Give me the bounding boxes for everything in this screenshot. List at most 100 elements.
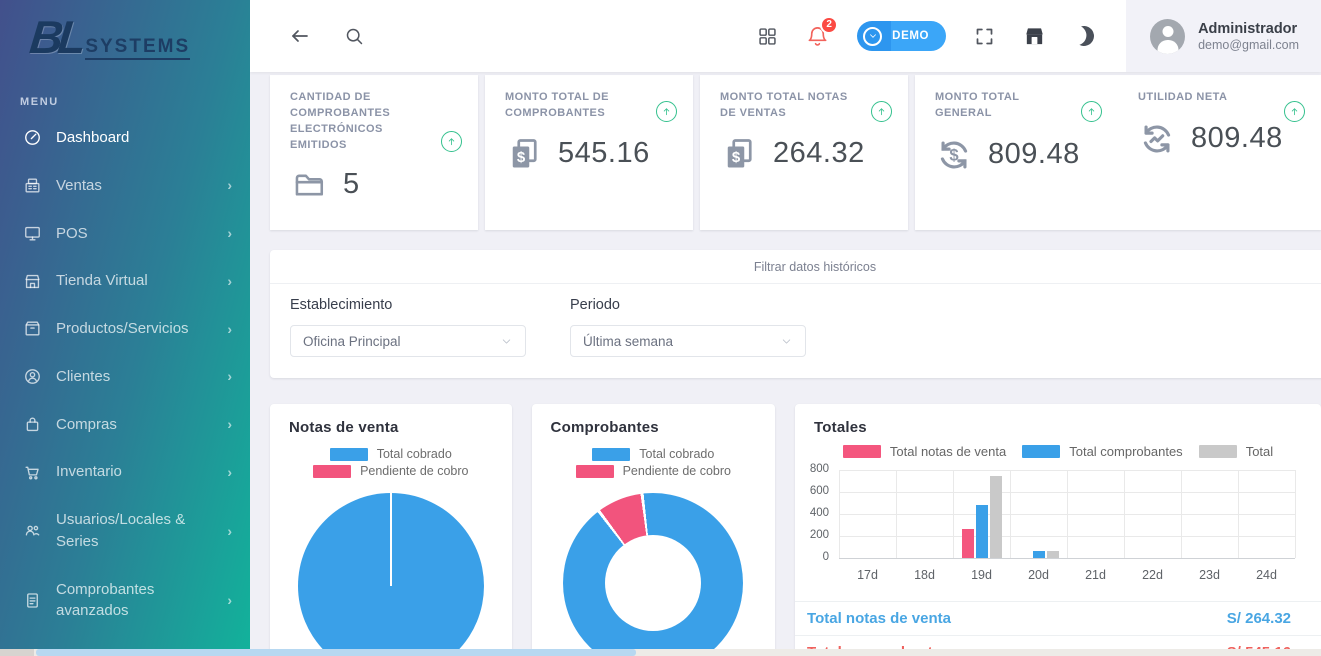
sidebar-item-usuarios-locales-series[interactable]: Usuarios/Locales & Series › [0,496,250,566]
legend-item[interactable]: Total cobrado [532,447,776,461]
filter-field-label: Periodo [570,297,620,313]
legend-swatch [592,447,631,461]
bar-chart-plot-area [839,470,1297,559]
legend-label: Total cobrado [376,447,452,461]
filter-field-establecimiento: Establecimiento Oficina Principal [290,297,526,357]
stat-card-title: MONTO TOTAL GENERAL [935,91,1020,119]
gridline [953,470,955,558]
legend-swatch [842,445,881,458]
establecimiento-select[interactable]: Oficina Principal [290,325,526,357]
x-axis-tick: 24d [1256,568,1277,582]
stat-card-4: MONTO TOTAL GENERAL $809.48 [915,75,1118,230]
sidebar-item-label: Usuarios/Locales & Series [56,511,186,550]
svg-text:$: $ [732,149,741,166]
register-icon [22,176,42,196]
users-icon [22,521,42,541]
fullscreen-icon[interactable] [974,26,995,47]
x-axis-tick: 21d [1085,568,1106,582]
stat-card-title: MONTO TOTAL DE COMPROBANTES [505,91,609,119]
sidebar-item-label: Inventario [56,463,122,481]
bar-group-19d [953,470,1010,558]
sidebar-item-label: Tienda Virtual [56,272,148,290]
gridline [1010,470,1012,558]
brand-logo[interactable]: BL SYSTEMS [0,0,250,74]
legend-label: Total notas de venta [889,444,1007,459]
x-axis-tick: 20d [1028,568,1049,582]
sidebar-item-compras[interactable]: Compras › [0,401,250,449]
invoice-icon: $ [720,136,758,172]
demo-button-label: DEMO [892,30,930,42]
stats-row: CANTIDAD DE COMPROBANTES ELECTRÓNICOS EM… [270,75,1321,230]
demo-chevron-circle-icon [863,26,883,46]
legend-item[interactable]: Total [1198,444,1273,459]
user-avatar [1150,18,1186,54]
bar-group-18d [896,470,953,558]
sidebar-item-label: Ventas [56,176,102,194]
y-axis-tick: 400 [809,507,830,519]
sidebar-item-tienda-virtual[interactable]: Tienda Virtual › [0,257,250,305]
gridline [1181,470,1183,558]
search-button[interactable] [344,26,365,47]
sidebar-item-ventas[interactable]: Ventas › [0,162,250,210]
chevron-right-icon: › [227,272,232,289]
store-icon[interactable] [1023,25,1046,48]
legend-item[interactable]: Pendiente de cobro [270,464,512,478]
periodo-select[interactable]: Última semana [570,325,806,357]
legend-swatch [1022,445,1061,458]
legend-swatch [1198,445,1237,458]
bar-group-22d [1124,470,1181,558]
legend-item[interactable]: Pendiente de cobro [532,464,776,478]
stat-value-row: $809.48 [935,136,1102,174]
brand-logo-primary: BL [27,11,85,63]
stat-card-3: MONTO TOTAL NOTAS DE VENTAS $264.32 [700,75,908,230]
gridline [1067,470,1069,558]
x-axis-tick: 23d [1199,568,1220,582]
select-value: Última semana [583,333,674,349]
arrow-up-circle-icon [656,101,677,122]
apps-grid-icon[interactable] [757,26,778,47]
legend-label: Total comprobantes [1069,444,1183,459]
filter-card-title: Filtrar datos históricos [270,250,1321,284]
select-value: Oficina Principal [303,333,401,349]
dark-mode-moon-icon[interactable] [1074,26,1094,46]
legend-label: Total cobrado [639,447,715,461]
charts-row: Notas de venta Total cobrado Pendiente de… [270,404,1321,656]
comprobantes-chart-title: Comprobantes [550,419,659,436]
sidebar-item-dashboard[interactable]: Dashboard [0,114,250,162]
stat-card-title: CANTIDAD DE COMPROBANTES ELECTRÓNICOS EM… [290,91,391,151]
stat-card-title: UTILIDAD NETA [1138,91,1228,103]
demo-button[interactable]: DEMO [857,21,947,51]
chevron-right-icon: › [227,177,232,194]
bar [1046,551,1059,558]
sidebar-item-clientes[interactable]: Clientes › [0,353,250,401]
legend-label: Pendiente de cobro [622,464,731,478]
stat-block: MONTO TOTAL NOTAS DE VENTAS $264.32 [700,75,908,230]
chevron-down-icon [780,335,793,348]
user-menu[interactable]: Administrador demo@gmail.com [1126,0,1321,72]
stat-value-row: $545.16 [505,136,677,172]
arrow-up-circle-icon [1284,101,1305,122]
horizontal-scrollbar[interactable] [0,649,1321,656]
chevron-right-icon: › [227,463,232,480]
sidebar-item-inventario[interactable]: Inventario › [0,448,250,496]
money-cycle-icon: $ [935,136,973,174]
sidebar-item-productos-servicios[interactable]: Productos/Servicios › [0,305,250,353]
notifications-bell-icon[interactable]: 2 [806,15,839,48]
notas-pie-chart [297,493,484,656]
legend-item[interactable]: Total cobrado [270,447,512,461]
bag-icon [22,414,42,434]
legend-item[interactable]: Total comprobantes [1022,444,1183,459]
scrollbar-thumb[interactable] [36,649,636,656]
back-button[interactable] [288,24,312,48]
legend-label: Pendiente de cobro [360,464,469,478]
gridline [1295,470,1297,558]
notas-chart-legend: Total cobrado Pendiente de cobro [270,447,512,478]
filter-fields: Establecimiento Oficina Principal Periodo Ú… [270,284,1321,378]
folder-icon [290,168,328,202]
legend-item[interactable]: Total notas de venta [842,444,1007,459]
totales-chart-legend: Total notas de venta Total comprobantes To… [795,444,1321,459]
sidebar-item-comprobantes-avanzados[interactable]: Comprobantes avanzados › [0,566,250,636]
sidebar-item-pos[interactable]: POS › [0,210,250,258]
